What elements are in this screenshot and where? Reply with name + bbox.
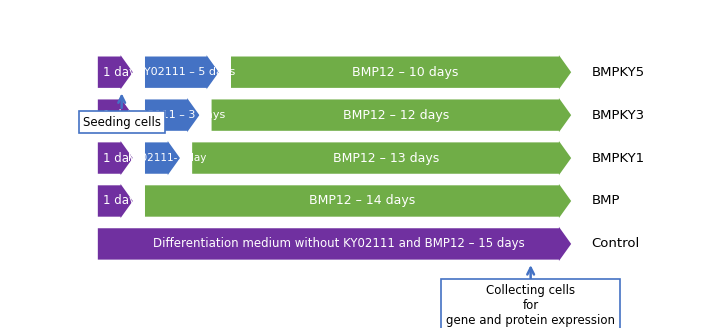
FancyArrow shape <box>192 141 571 175</box>
FancyArrow shape <box>98 141 132 175</box>
FancyArrow shape <box>98 55 132 89</box>
FancyArrow shape <box>231 55 571 89</box>
Text: BMP12 – 10 days: BMP12 – 10 days <box>352 66 458 79</box>
FancyArrow shape <box>212 98 571 132</box>
FancyArrow shape <box>145 55 219 89</box>
Text: KY02111-1 day: KY02111-1 day <box>127 153 206 163</box>
Text: BMP12 – 12 days: BMP12 – 12 days <box>342 109 449 122</box>
Text: 1 day: 1 day <box>103 109 136 122</box>
Text: Collecting cells
for
gene and protein expression: Collecting cells for gene and protein ex… <box>446 284 615 327</box>
Text: Seeding cells: Seeding cells <box>82 115 160 129</box>
Text: KY02111 – 5 days: KY02111 – 5 days <box>137 67 236 77</box>
Text: BMPKY3: BMPKY3 <box>591 109 645 122</box>
Text: BMPKY1: BMPKY1 <box>591 152 645 165</box>
Text: 1 day: 1 day <box>103 152 136 165</box>
FancyArrow shape <box>145 98 199 132</box>
Text: BMPKY5: BMPKY5 <box>591 66 645 79</box>
FancyArrow shape <box>145 141 180 175</box>
FancyArrow shape <box>98 227 571 261</box>
Text: Differentiation medium without KY02111 and BMP12 – 15 days: Differentiation medium without KY02111 a… <box>153 237 525 251</box>
FancyArrow shape <box>98 184 132 218</box>
Text: BMP: BMP <box>591 195 620 208</box>
Text: 1 day: 1 day <box>103 195 136 208</box>
Text: KY02111 – 3 days: KY02111 – 3 days <box>127 110 226 120</box>
FancyArrow shape <box>98 98 132 132</box>
Text: 1 day: 1 day <box>103 66 136 79</box>
Text: BMP12 – 13 days: BMP12 – 13 days <box>333 152 439 165</box>
Text: BMP12 – 14 days: BMP12 – 14 days <box>309 195 415 208</box>
Text: Control: Control <box>591 237 640 251</box>
FancyArrow shape <box>145 184 571 218</box>
